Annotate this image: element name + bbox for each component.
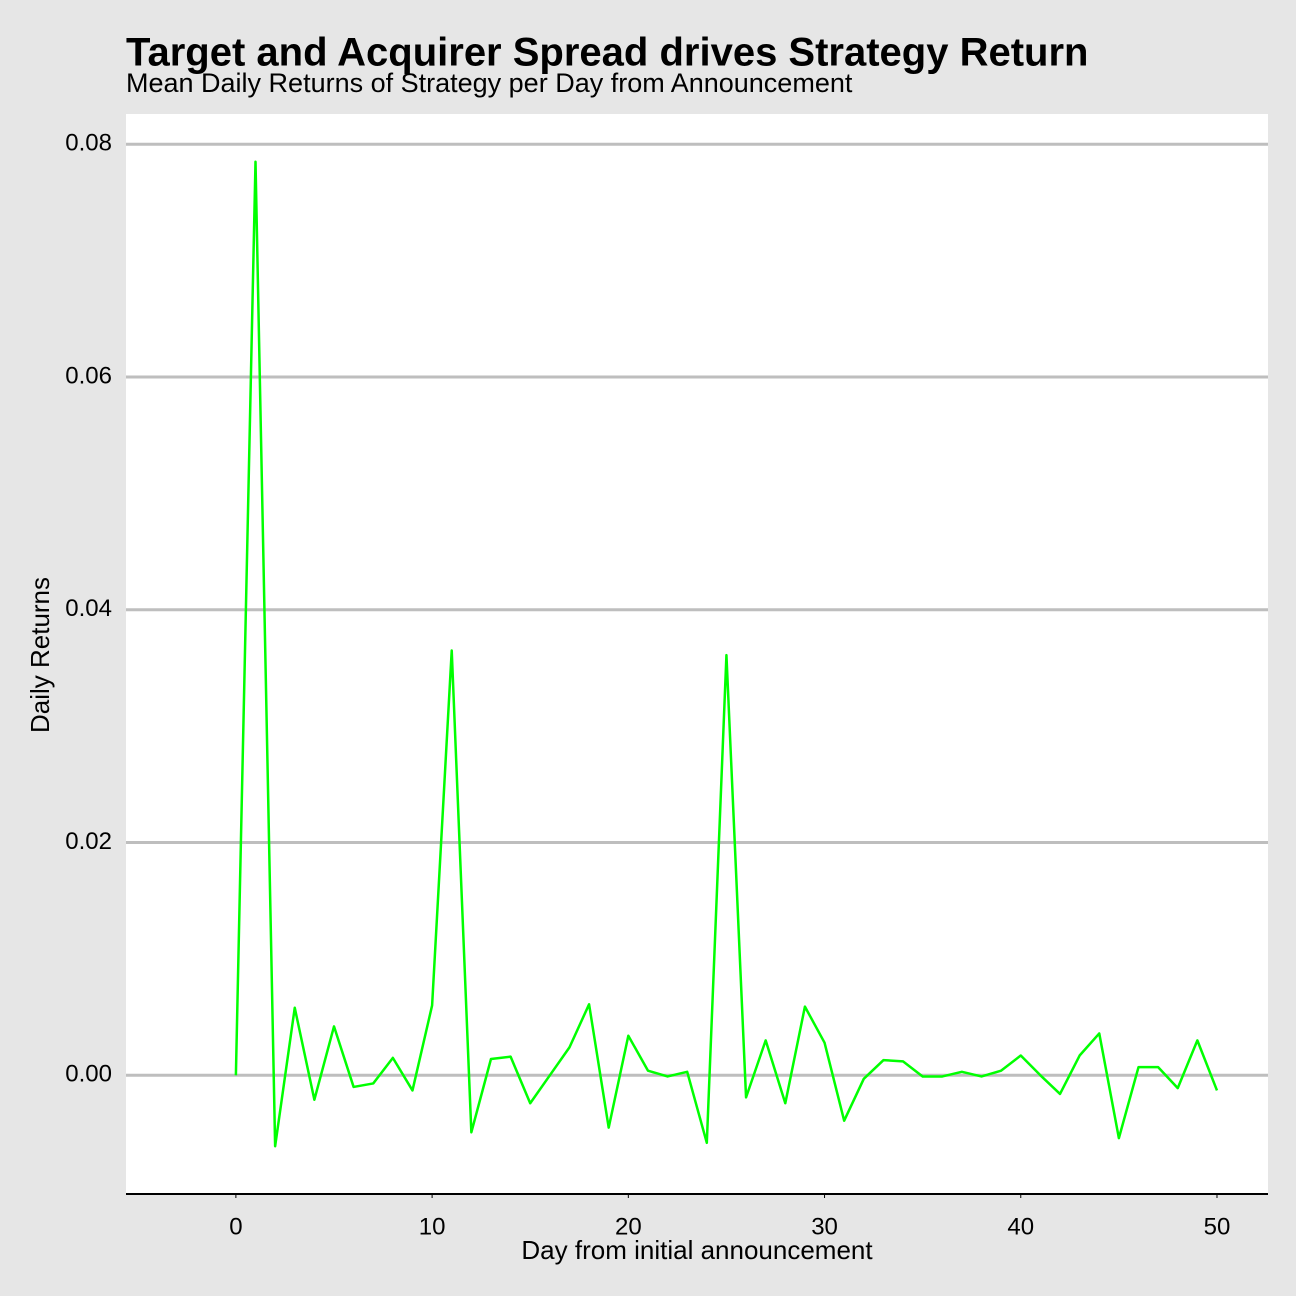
chart-subtitle: Mean Daily Returns of Strategy per Day f… xyxy=(126,68,853,98)
y-tick-label: 0.06 xyxy=(65,362,112,389)
x-tick-label: 0 xyxy=(229,1213,242,1240)
chart-title: Target and Acquirer Spread drives Strate… xyxy=(126,31,1088,75)
y-axis-title: Daily Returns xyxy=(25,577,55,733)
data-line xyxy=(234,160,1219,1148)
y-tick-label: 0.02 xyxy=(65,828,112,855)
x-tick-label: 50 xyxy=(1204,1213,1231,1240)
x-tick-label: 10 xyxy=(419,1213,446,1240)
y-tick-label: 0.04 xyxy=(65,595,112,622)
y-tick-label: 0.08 xyxy=(65,130,112,157)
plot-panel xyxy=(126,114,1268,1194)
y-tick-label: 0.00 xyxy=(65,1061,112,1088)
x-tick-label: 40 xyxy=(1007,1213,1034,1240)
x-tick-label: 30 xyxy=(811,1213,838,1240)
x-axis-title: Day from initial announcement xyxy=(521,1235,873,1265)
x-tick-label: 20 xyxy=(615,1213,642,1240)
